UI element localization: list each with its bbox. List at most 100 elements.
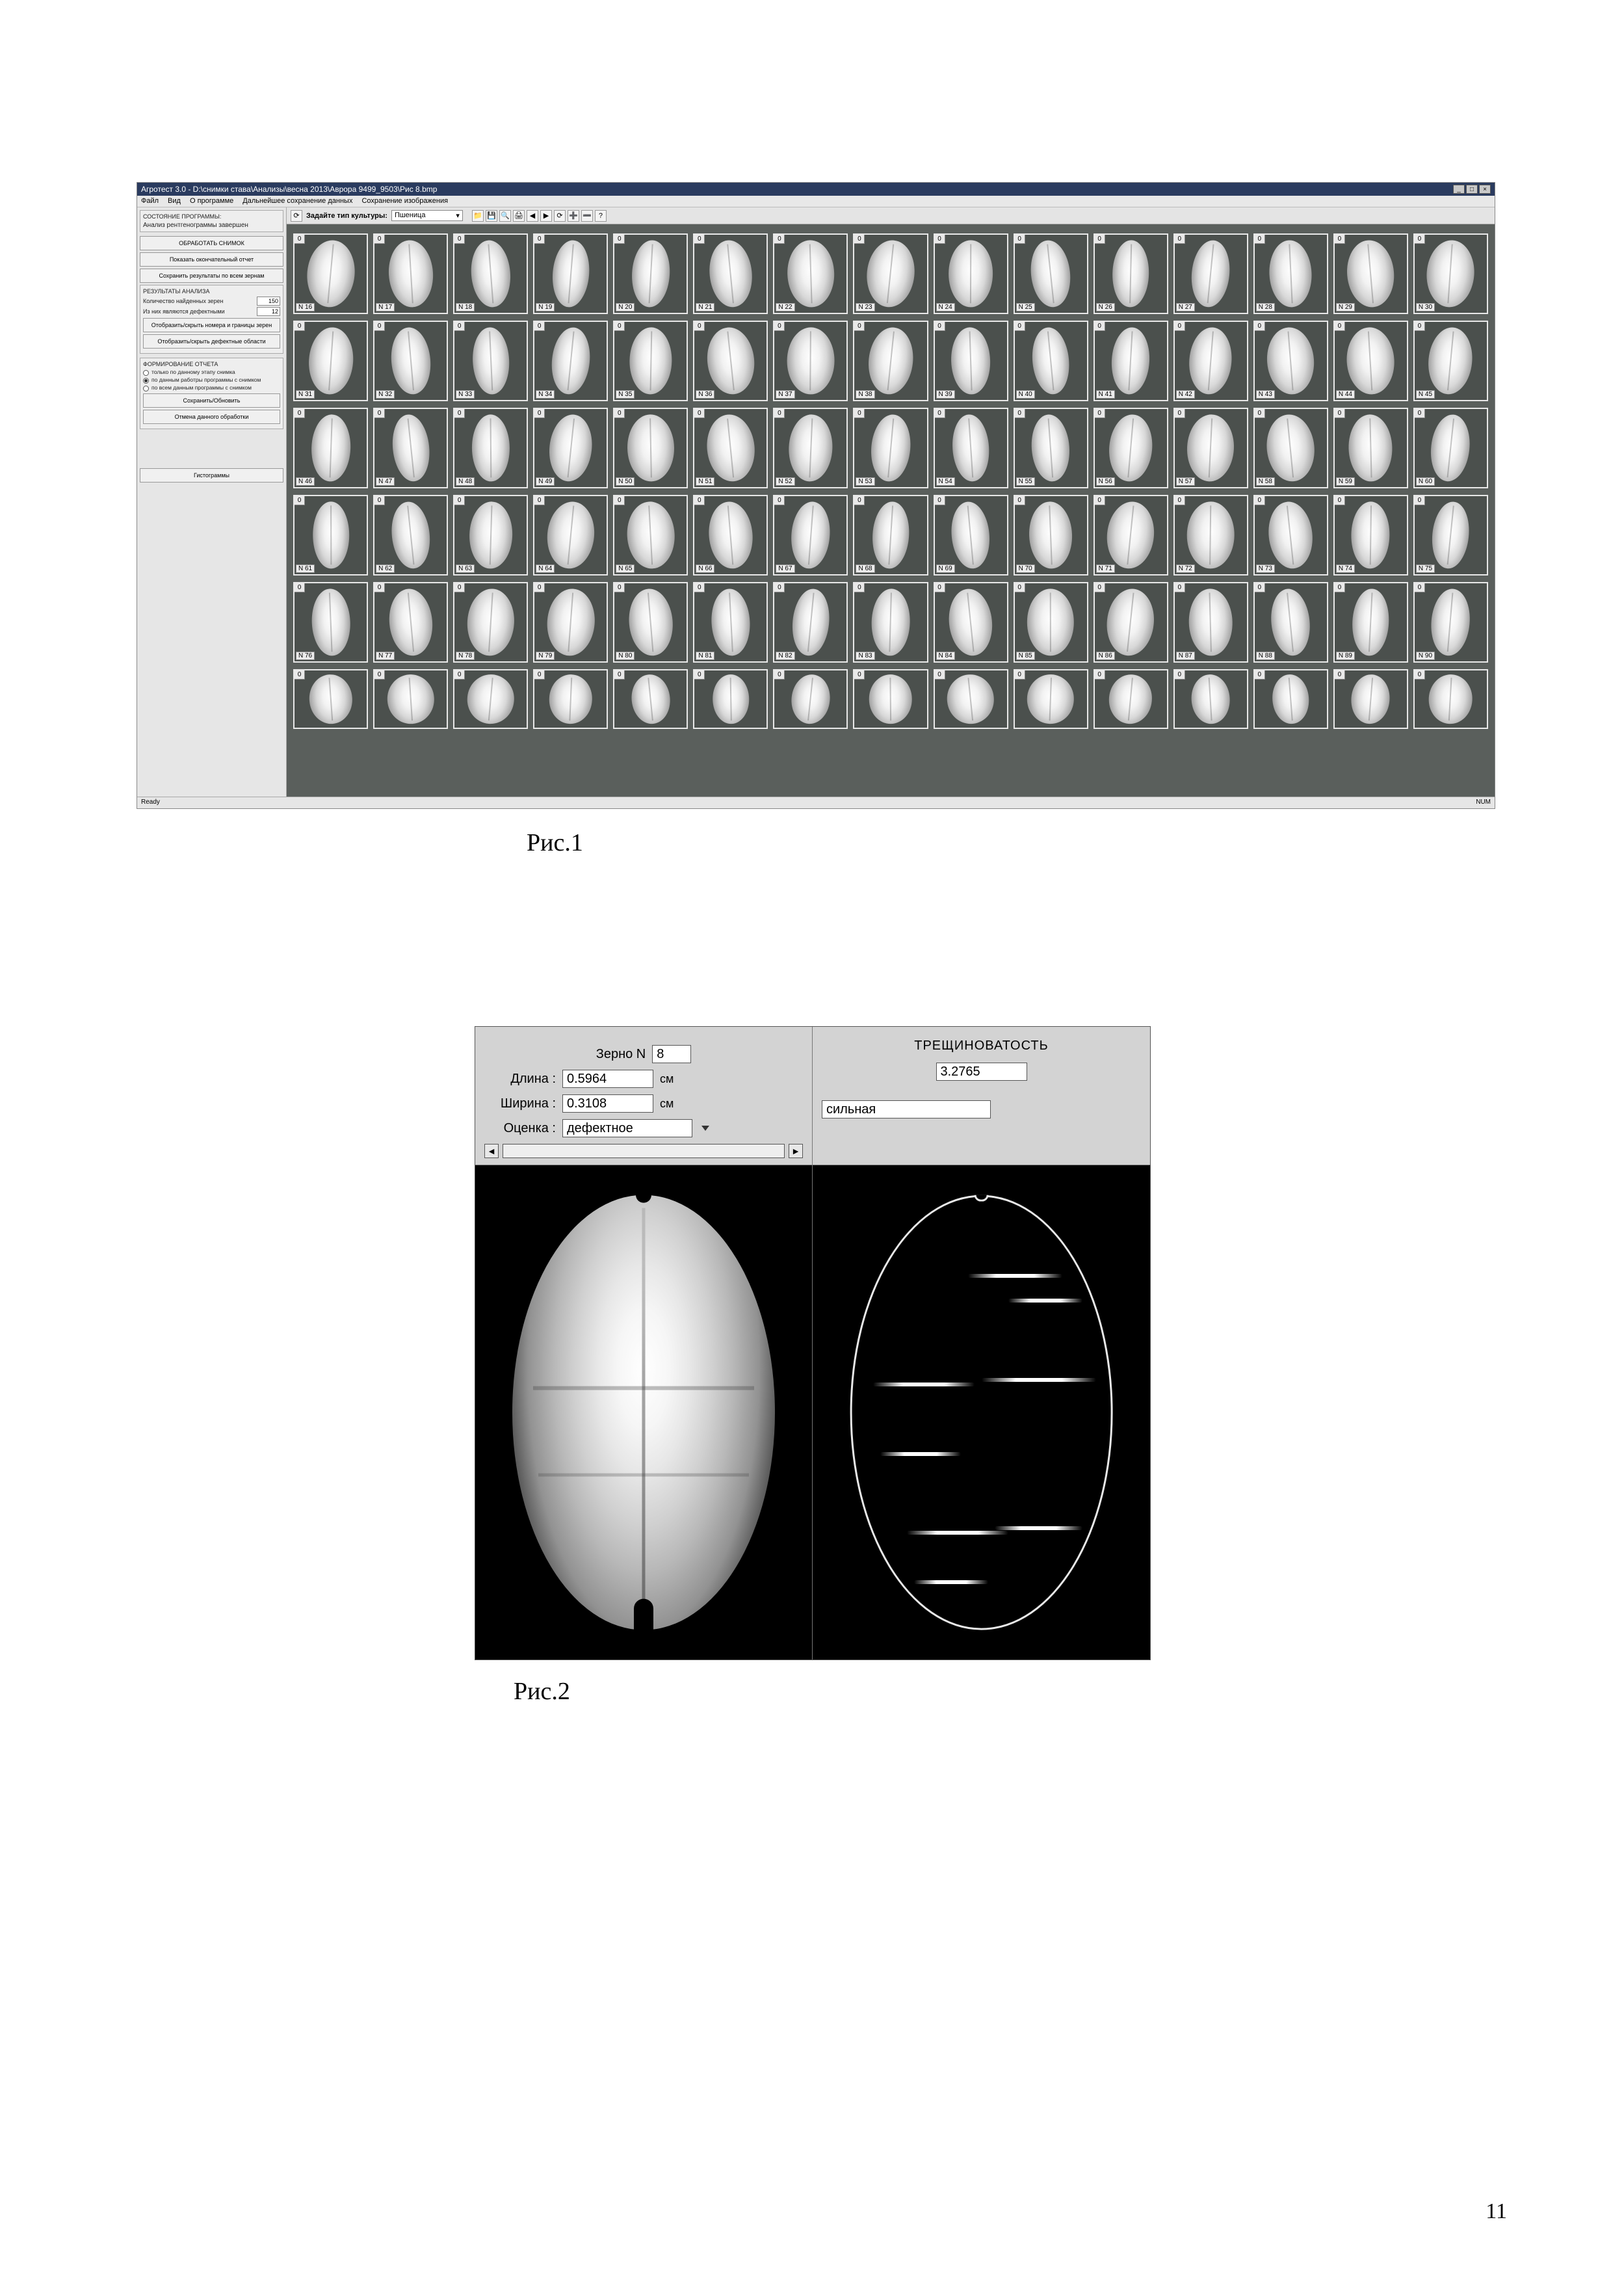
grain-cell[interactable]: 0N 60: [1413, 408, 1488, 488]
toolbar-icon-3[interactable]: 🖨: [513, 210, 525, 222]
grain-cell[interactable]: 0N 65: [613, 495, 688, 576]
process-button[interactable]: ОБРАБОТАТЬ СНИМОК: [140, 236, 283, 250]
grain-cell[interactable]: 0N 20: [613, 233, 688, 314]
grain-cell[interactable]: 0: [1333, 669, 1408, 729]
toolbar-icon-4[interactable]: ◀: [527, 210, 538, 222]
grain-cell[interactable]: 0N 19: [533, 233, 608, 314]
grain-cell[interactable]: 0N 56: [1094, 408, 1168, 488]
grain-cell[interactable]: 0N 72: [1173, 495, 1248, 576]
grain-cell[interactable]: 0N 18: [453, 233, 528, 314]
grain-cell[interactable]: 0N 46: [293, 408, 368, 488]
menu-saveimg[interactable]: Сохранение изображения: [361, 197, 448, 205]
grain-cell[interactable]: 0: [453, 669, 528, 729]
scroll-left-button[interactable]: ◄: [484, 1144, 499, 1158]
toolbar-icon-9[interactable]: ?: [595, 210, 607, 222]
grain-cell[interactable]: 0N 90: [1413, 582, 1488, 663]
toolbar-icon-7[interactable]: ➕: [568, 210, 579, 222]
grain-cell[interactable]: 0N 32: [373, 321, 448, 401]
grain-cell[interactable]: 0N 23: [853, 233, 928, 314]
grain-n-field[interactable]: 8: [652, 1045, 691, 1063]
grain-cell[interactable]: 0: [1173, 669, 1248, 729]
width-field[interactable]: 0.3108: [562, 1094, 653, 1113]
grain-cell[interactable]: 0N 82: [773, 582, 848, 663]
grain-cell[interactable]: 0N 64: [533, 495, 608, 576]
grain-cell[interactable]: 0N 77: [373, 582, 448, 663]
grain-cell[interactable]: 0N 55: [1014, 408, 1088, 488]
grain-cell[interactable]: 0N 81: [693, 582, 768, 663]
grain-cell[interactable]: 0N 16: [293, 233, 368, 314]
menu-view[interactable]: Вид: [168, 197, 181, 205]
toolbar-icon-1[interactable]: 💾: [486, 210, 497, 222]
grain-cell[interactable]: 0N 44: [1333, 321, 1408, 401]
grain-cell[interactable]: 0: [293, 669, 368, 729]
grain-cell[interactable]: 0N 83: [853, 582, 928, 663]
grain-cell[interactable]: 0N 36: [693, 321, 768, 401]
grain-cell[interactable]: 0N 87: [1173, 582, 1248, 663]
menu-about[interactable]: О программе: [190, 197, 233, 205]
grain-cell[interactable]: 0N 75: [1413, 495, 1488, 576]
grain-cell[interactable]: 0N 28: [1253, 233, 1328, 314]
radio-3[interactable]: [143, 386, 149, 391]
grain-cell[interactable]: 0N 22: [773, 233, 848, 314]
grain-cell[interactable]: 0N 51: [693, 408, 768, 488]
grain-cell[interactable]: 0N 48: [453, 408, 528, 488]
grain-cell[interactable]: 0N 59: [1333, 408, 1408, 488]
toggle-defect-button[interactable]: Отобразить/скрыть дефектные области: [143, 334, 280, 349]
grain-cell[interactable]: 0N 43: [1253, 321, 1328, 401]
grain-cell[interactable]: 0N 33: [453, 321, 528, 401]
grain-cell[interactable]: 0N 66: [693, 495, 768, 576]
grain-cell[interactable]: 0: [773, 669, 848, 729]
grain-cell[interactable]: 0N 76: [293, 582, 368, 663]
grain-cell[interactable]: 0N 80: [613, 582, 688, 663]
grain-cell[interactable]: 0N 79: [533, 582, 608, 663]
grain-cell[interactable]: 0N 40: [1014, 321, 1088, 401]
grain-cell[interactable]: 0N 67: [773, 495, 848, 576]
cancel-report-button[interactable]: Отмена данного обработки: [143, 410, 280, 424]
save-report-button[interactable]: Сохранить/Обновить: [143, 393, 280, 408]
toolbar-icon-5[interactable]: ▶: [540, 210, 552, 222]
grain-cell[interactable]: 0N 88: [1253, 582, 1328, 663]
grain-cell[interactable]: 0N 68: [853, 495, 928, 576]
grain-cell[interactable]: 0: [1094, 669, 1168, 729]
radio-1[interactable]: [143, 370, 149, 376]
eval-field[interactable]: дефектное: [562, 1119, 692, 1137]
grain-cell[interactable]: 0: [934, 669, 1008, 729]
grain-cell[interactable]: 0N 24: [934, 233, 1008, 314]
grain-cell[interactable]: 0N 74: [1333, 495, 1408, 576]
menu-file[interactable]: Файл: [141, 197, 159, 205]
grain-cell[interactable]: 0N 53: [853, 408, 928, 488]
grain-cell[interactable]: 0N 31: [293, 321, 368, 401]
scroll-right-button[interactable]: ►: [789, 1144, 803, 1158]
save-results-button[interactable]: Сохранить результаты по всем зернам: [140, 269, 283, 283]
grain-cell[interactable]: 0N 52: [773, 408, 848, 488]
grain-cell[interactable]: 0N 49: [533, 408, 608, 488]
grain-cell[interactable]: 0N 47: [373, 408, 448, 488]
grain-cell[interactable]: 0N 45: [1413, 321, 1488, 401]
grain-cell[interactable]: 0N 21: [693, 233, 768, 314]
grain-cell[interactable]: 0N 69: [934, 495, 1008, 576]
length-field[interactable]: 0.5964: [562, 1070, 653, 1088]
count-field[interactable]: [257, 297, 280, 306]
grain-cell[interactable]: 0N 39: [934, 321, 1008, 401]
grain-cell[interactable]: 0N 34: [533, 321, 608, 401]
grain-cell[interactable]: 0N 70: [1014, 495, 1088, 576]
grain-cell[interactable]: 0: [1253, 669, 1328, 729]
grain-cell[interactable]: 0N 63: [453, 495, 528, 576]
grain-cell[interactable]: 0N 57: [1173, 408, 1248, 488]
toggle-labels-button[interactable]: Отобразить/скрыть номера и границы зерен: [143, 318, 280, 332]
grain-cell[interactable]: 0: [693, 669, 768, 729]
show-report-button[interactable]: Показать окончательный отчет: [140, 252, 283, 267]
grain-viewport[interactable]: 0N 160N 170N 180N 190N 200N 210N 220N 23…: [287, 224, 1495, 797]
grain-cell[interactable]: 0N 86: [1094, 582, 1168, 663]
grain-cell[interactable]: 0: [373, 669, 448, 729]
culture-select[interactable]: Пшеница ▾: [391, 210, 463, 221]
crack-value-field[interactable]: 3.2765: [936, 1063, 1027, 1081]
grain-cell[interactable]: 0N 35: [613, 321, 688, 401]
grain-cell[interactable]: 0N 54: [934, 408, 1008, 488]
grain-cell[interactable]: 0: [853, 669, 928, 729]
toolbar-icon-0[interactable]: 📁: [472, 210, 484, 222]
grain-cell[interactable]: 0N 30: [1413, 233, 1488, 314]
chevron-down-icon[interactable]: [701, 1126, 709, 1131]
close-button[interactable]: ×: [1479, 185, 1491, 194]
grain-cell[interactable]: 0N 50: [613, 408, 688, 488]
